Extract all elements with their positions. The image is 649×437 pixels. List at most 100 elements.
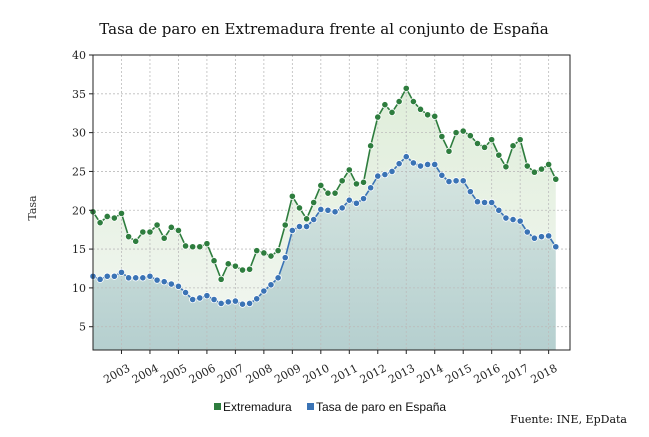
data-point-extremadura [424,111,432,119]
data-point-extremadura [374,113,382,121]
data-point-extremadura [395,97,403,106]
data-point-extremadura [359,178,368,186]
data-point-extremadura [388,108,396,117]
data-point-espana [452,177,460,185]
y-tick-label: 30 [72,127,86,140]
legend-label-espana: Tasa de paro en España [316,400,446,414]
x-tick-label: 2014 [415,362,446,387]
y-tick-label: 35 [72,88,86,101]
x-tick-label: 2009 [272,362,303,387]
data-point-espana [345,196,353,204]
data-point-extremadura [295,204,304,212]
data-point-espana [516,217,524,225]
data-point-extremadura [523,162,531,170]
y-axis-label: Tasa [26,195,39,221]
x-tick-label: 2007 [215,362,246,387]
data-point-espana [203,292,211,300]
data-point-extremadura [367,142,375,150]
data-point-espana [153,276,161,284]
data-point-espana [331,208,339,216]
data-point-espana [402,153,410,161]
legend-swatch-espana [307,403,314,410]
data-point-extremadura [132,237,140,245]
data-point-espana [488,198,496,207]
data-point-extremadura [338,177,346,185]
data-point-extremadura [480,143,489,151]
data-point-espana [146,272,154,280]
data-point-extremadura [203,240,211,248]
data-point-extremadura [281,221,289,229]
data-point-espana [473,198,482,206]
data-point-espana [124,274,133,282]
data-point-extremadura [466,132,474,140]
data-point-espana [110,272,118,280]
data-point-espana [246,299,254,308]
data-point-extremadura [210,257,218,265]
x-tick-label: 2015 [443,362,474,387]
y-tick-label: 15 [72,243,86,256]
data-point-espana [267,281,275,289]
data-point-extremadura [174,226,183,235]
data-point-extremadura [110,214,118,222]
data-point-espana [359,195,368,203]
data-point-extremadura [267,252,275,260]
data-point-extremadura [288,192,296,200]
x-tick-label: 2004 [130,362,161,387]
x-tick-label: 2003 [101,362,132,387]
data-point-espana [416,162,425,170]
data-point-espana [424,160,432,169]
data-point-extremadura [196,243,204,251]
data-point-extremadura [552,175,560,183]
data-point-extremadura [345,166,353,174]
y-tick-label: 10 [72,282,86,295]
data-point-extremadura [530,168,539,176]
data-point-espana [217,299,225,308]
data-point-espana [324,206,332,214]
x-tick-label: 2010 [301,362,332,387]
legend: Extremadura Tasa de paro en España [214,400,446,414]
area-espana [93,156,556,350]
data-point-extremadura [502,163,510,171]
data-point-espana [438,171,446,179]
data-point-espana [139,274,147,282]
legend-label-extremadura: Extremadura [223,400,292,414]
data-point-extremadura [146,228,154,236]
data-point-extremadura [167,223,175,231]
data-point-extremadura [537,165,546,173]
data-point-espana [374,172,382,180]
data-point-extremadura [246,265,254,273]
data-point-extremadura [139,228,147,236]
data-point-espana [310,215,318,224]
data-point-espana [352,199,361,207]
data-point-espana [445,177,453,186]
data-point-espana [466,188,474,196]
data-point-extremadura [153,221,161,229]
data-point-espana [189,295,197,304]
data-point-espana [288,226,296,235]
data-point-espana [530,234,539,242]
data-point-espana [409,159,417,167]
data-point-extremadura [452,129,460,137]
data-point-espana [431,160,439,169]
data-point-espana [174,282,183,290]
x-tick-label: 2012 [358,362,389,387]
data-point-espana [338,204,346,212]
data-point-extremadura [103,212,111,221]
data-point-extremadura [217,275,225,283]
data-point-espana [281,254,289,262]
data-point-extremadura [488,136,496,144]
data-point-espana [274,274,282,282]
data-point-espana [260,287,268,295]
data-point-espana [231,297,239,305]
data-point-extremadura [224,260,232,268]
data-point-espana [459,177,467,185]
chart-title: Tasa de paro en Extremadura frente al co… [99,20,548,38]
y-tick-label: 40 [72,49,86,62]
data-point-extremadura [431,112,439,120]
legend-swatch-extremadura [214,403,221,410]
data-point-extremadura [402,84,410,92]
x-tick-label: 2005 [158,362,189,387]
data-point-espana [224,298,232,306]
x-tick-label: 2017 [500,362,531,387]
